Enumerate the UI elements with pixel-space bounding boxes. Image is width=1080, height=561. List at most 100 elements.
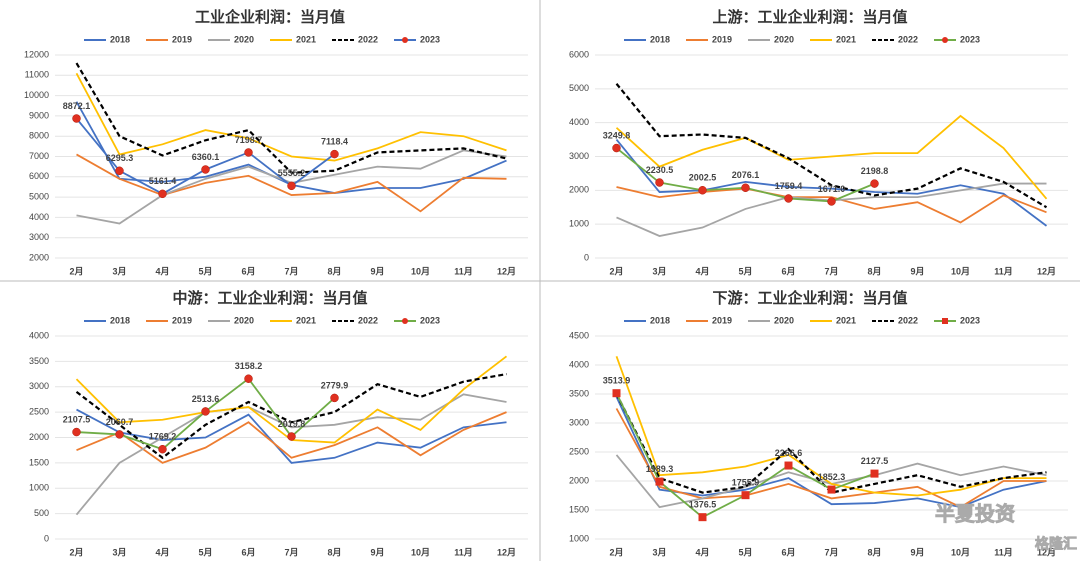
data-label: 1769.2 <box>149 432 177 442</box>
x-tick-label: 3月 <box>112 266 126 276</box>
x-tick-label: 11月 <box>994 547 1013 557</box>
legend-label: 2021 <box>836 315 856 325</box>
y-tick-label: 2000 <box>569 185 589 195</box>
y-tick-label: 7000 <box>29 151 49 161</box>
data-point <box>330 393 339 403</box>
y-tick-label: 2000 <box>29 252 49 262</box>
x-tick-label: 10月 <box>951 547 970 557</box>
y-tick-label: 3500 <box>29 356 49 366</box>
y-tick-label: 0 <box>584 252 589 262</box>
data-point <box>72 114 81 123</box>
data-label: 7118.4 <box>321 136 348 146</box>
x-tick-label: 8月 <box>327 266 341 276</box>
y-tick-label: 5000 <box>569 83 589 93</box>
chart-title: 工业企业利润：当月值 <box>195 8 345 26</box>
watermark: 格隆汇 <box>1035 536 1077 552</box>
data-point <box>827 197 836 206</box>
x-tick-label: 12月 <box>1037 547 1056 557</box>
data-point <box>244 148 253 157</box>
data-label: 2060.7 <box>106 417 134 427</box>
legend-label: 2020 <box>234 315 254 325</box>
series-line <box>615 114 1048 200</box>
y-tick-label: 3000 <box>569 151 589 161</box>
data-label: 7198.7 <box>235 135 263 145</box>
x-tick-label: 9月 <box>370 547 384 557</box>
y-tick-label: 2500 <box>569 446 589 456</box>
x-tick-label: 12月 <box>497 547 516 557</box>
y-tick-label: 1500 <box>569 504 589 514</box>
data-label: 2019.8 <box>278 419 306 429</box>
y-tick-label: 0 <box>44 533 49 543</box>
data-point <box>612 389 621 398</box>
data-label: 2266.6 <box>775 448 803 458</box>
legend-label: 2023 <box>960 315 980 325</box>
legend-label: 2019 <box>712 315 732 325</box>
x-tick-label: 2月 <box>69 266 83 276</box>
y-tick-label: 4500 <box>569 330 589 340</box>
y-tick-label: 2500 <box>29 407 49 417</box>
legend-marker <box>942 37 948 43</box>
x-tick-label: 6月 <box>781 266 795 276</box>
data-label: 2002.5 <box>689 173 717 183</box>
data-point <box>870 179 879 188</box>
x-tick-label: 5月 <box>198 547 212 557</box>
series-line <box>615 355 1047 497</box>
data-label: 1755.9 <box>732 478 760 488</box>
y-tick-label: 11000 <box>25 70 49 80</box>
y-tick-label: 1000 <box>29 483 49 493</box>
x-tick-label: 10月 <box>411 266 430 276</box>
data-label: 1376.5 <box>689 500 717 510</box>
data-label: 3249.8 <box>603 130 631 140</box>
x-tick-label: 10月 <box>411 547 430 557</box>
x-tick-label: 5月 <box>738 547 752 557</box>
data-label: 5555.2 <box>278 168 306 178</box>
data-point <box>115 166 124 176</box>
legend-label: 2019 <box>712 34 732 44</box>
chart-panel: 中游：工业企业利润：当月值 0 500 1000 1500 2000 2500 3000 350… <box>29 289 528 557</box>
x-tick-label: 4月 <box>695 266 709 276</box>
x-tick-label: 4月 <box>155 266 169 276</box>
y-tick-label: 5000 <box>29 191 49 201</box>
legend-label: 2018 <box>110 34 130 44</box>
series-line <box>75 62 507 174</box>
data-label: 3513.9 <box>603 376 631 386</box>
y-tick-label: 1500 <box>29 457 49 467</box>
legend-label: 2022 <box>898 315 918 325</box>
legend-label: 2023 <box>420 34 440 44</box>
x-tick-label: 5月 <box>738 266 752 276</box>
x-tick-label: 5月 <box>198 266 212 276</box>
legend-label: 2019 <box>172 315 192 325</box>
chart-title: 中游：工业企业利润：当月值 <box>172 289 367 307</box>
series-line <box>615 396 1047 509</box>
data-label: 1989.3 <box>646 464 674 474</box>
y-tick-label: 4000 <box>29 330 49 340</box>
legend-label: 2022 <box>358 34 378 44</box>
series-line <box>615 408 1047 509</box>
legend-label: 2023 <box>420 315 440 325</box>
data-label: 6360.1 <box>192 152 220 162</box>
series-line <box>616 186 1047 224</box>
series-line <box>75 72 507 162</box>
y-tick-label: 9000 <box>29 110 49 120</box>
data-label: 6295.3 <box>106 153 134 163</box>
x-tick-label: 4月 <box>155 547 169 557</box>
x-tick-label: 6月 <box>781 547 795 557</box>
data-label: 2230.5 <box>646 165 674 175</box>
data-label: 1759.4 <box>775 181 803 191</box>
chart-panel: 上游：工业企业利润：当月值 0 1000 2000 3000 4000 5000 6000 2月… <box>569 8 1068 276</box>
legend-label: 2021 <box>296 34 316 44</box>
legend-label: 2021 <box>296 315 316 325</box>
y-tick-label: 3000 <box>29 232 49 242</box>
legend-marker <box>402 318 408 324</box>
x-tick-label: 10月 <box>951 266 970 276</box>
data-point <box>698 513 707 522</box>
legend-label: 2019 <box>172 34 192 44</box>
x-tick-label: 3月 <box>652 547 666 557</box>
x-tick-label: 4月 <box>695 547 709 557</box>
data-point <box>784 461 793 470</box>
data-point <box>741 491 750 500</box>
legend-label: 2023 <box>960 34 980 44</box>
data-point <box>201 165 210 174</box>
legend-label: 2022 <box>358 315 378 325</box>
data-point <box>784 194 793 203</box>
